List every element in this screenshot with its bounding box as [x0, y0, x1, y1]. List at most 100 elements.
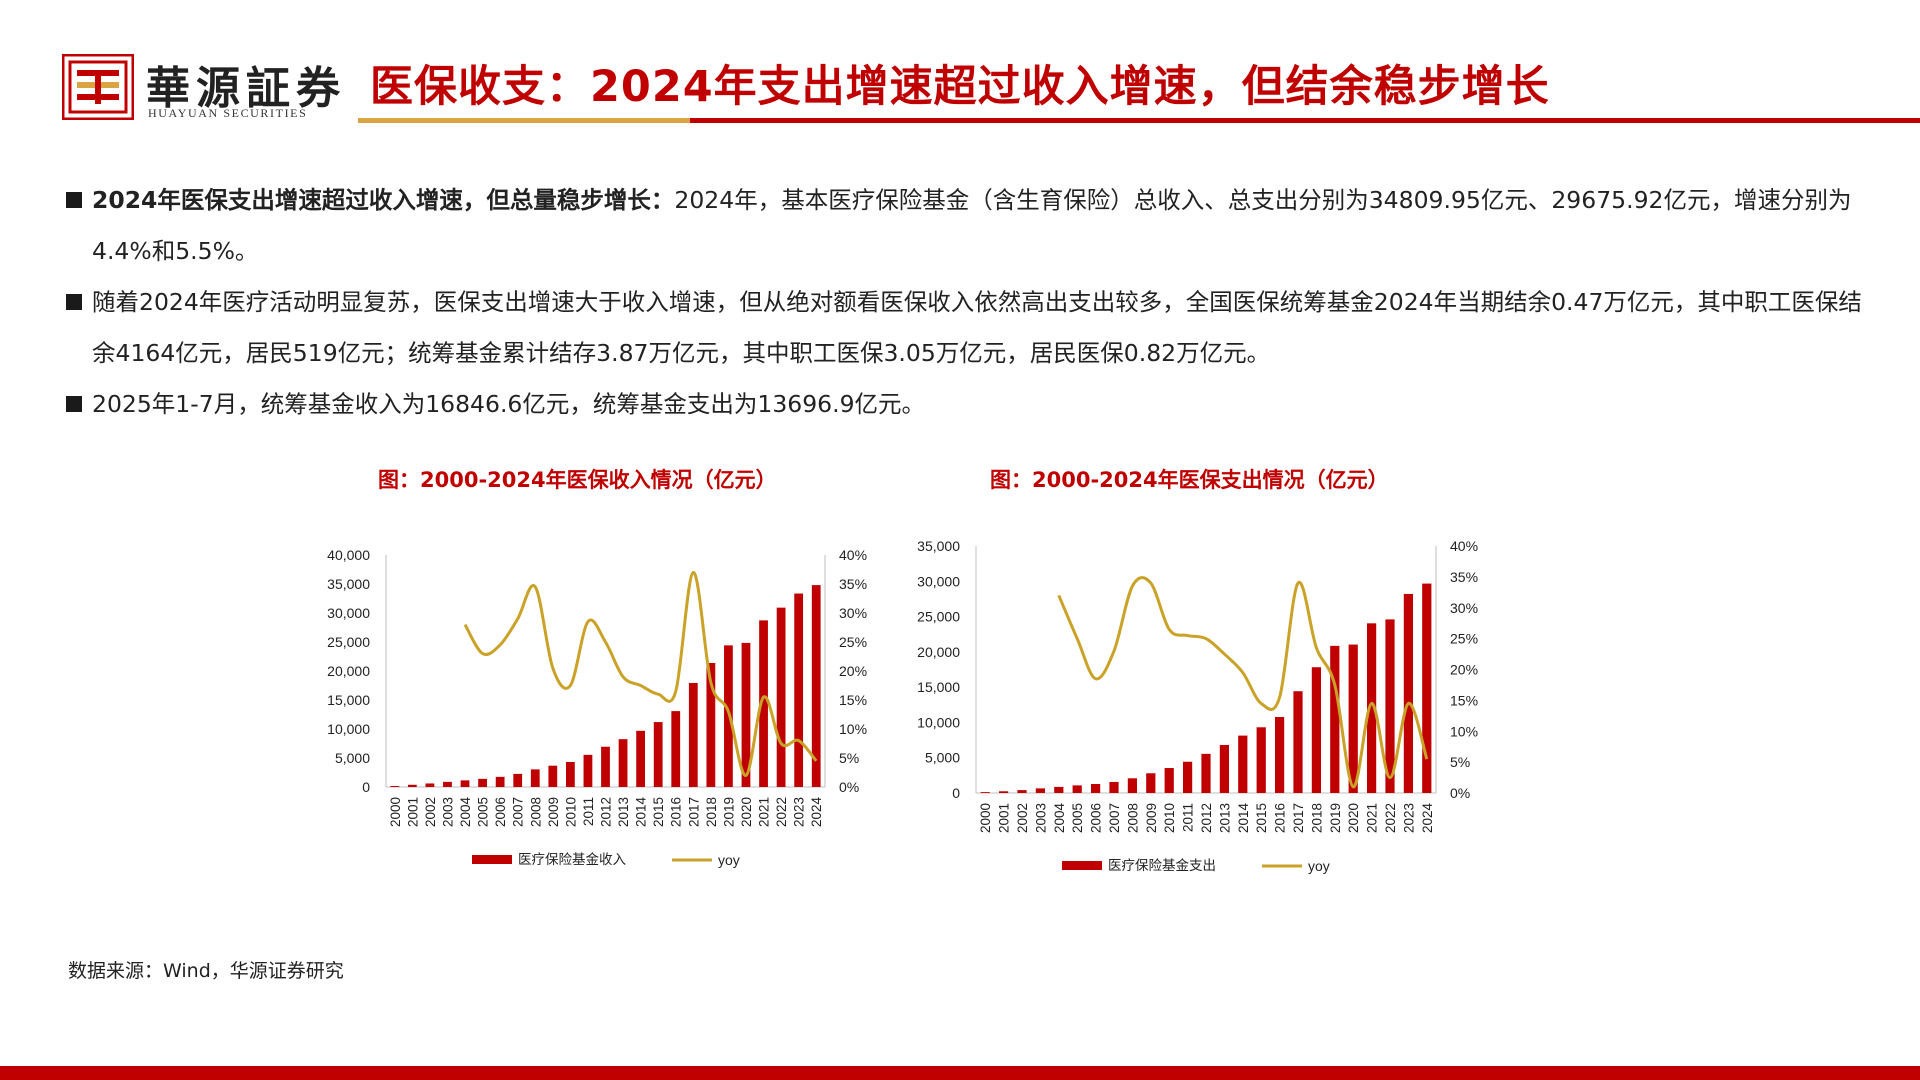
x-tick-label: 2015 — [651, 797, 666, 827]
page-title: 医保收支：2024年支出增速超过收入增速，但结余稳步增长 — [370, 62, 1550, 112]
bar — [583, 754, 593, 787]
bar — [601, 746, 610, 787]
bar — [548, 765, 558, 787]
bar — [513, 773, 523, 787]
bar — [478, 778, 487, 787]
legend-bar-label: 医疗保险基金支出 — [1108, 857, 1216, 873]
x-tick-label: 2015 — [1254, 803, 1269, 833]
x-tick-label: 2003 — [1033, 803, 1048, 833]
legend-bar-label: 医疗保险基金收入 — [518, 851, 626, 867]
x-tick-label: 2014 — [1236, 803, 1251, 834]
bar — [618, 739, 628, 787]
bar — [1035, 788, 1045, 793]
x-tick-label: 2019 — [721, 797, 736, 827]
x-tick-label: 2023 — [792, 797, 807, 827]
y-tick-label: 5,000 — [925, 750, 960, 766]
bar — [1017, 790, 1027, 793]
x-tick-label: 2013 — [616, 797, 631, 827]
bar — [1091, 783, 1101, 793]
bar — [565, 762, 575, 787]
chart-title-expense: 图：2000-2024年医保支出情况（亿元） — [990, 468, 1389, 492]
bar — [1403, 593, 1413, 793]
y2-tick-label: 0% — [839, 779, 859, 795]
x-tick-label: 2009 — [546, 797, 561, 827]
y2-tick-label: 5% — [1450, 754, 1470, 770]
y-tick-label: 40,000 — [327, 547, 370, 563]
bar — [460, 780, 470, 787]
x-tick-label: 2022 — [774, 797, 789, 827]
bar — [425, 783, 435, 787]
x-tick-label: 2002 — [423, 797, 438, 827]
y2-tick-label: 30% — [1450, 600, 1478, 616]
x-tick-label: 2009 — [1144, 803, 1159, 833]
y2-tick-label: 0% — [1450, 785, 1470, 801]
x-tick-label: 2016 — [1273, 803, 1288, 833]
y-tick-label: 25,000 — [917, 609, 960, 625]
bar — [1275, 717, 1285, 793]
x-tick-label: 2017 — [686, 797, 701, 827]
x-tick-label: 2002 — [1015, 803, 1030, 833]
bullet-square-icon — [66, 192, 82, 208]
y-tick-label: 15,000 — [917, 679, 960, 695]
x-tick-label: 2014 — [634, 797, 649, 828]
x-tick-label: 2003 — [440, 797, 455, 827]
x-tick-label: 2019 — [1328, 803, 1343, 833]
bar — [1238, 735, 1248, 793]
x-tick-label: 2017 — [1291, 803, 1306, 833]
y-tick-label: 30,000 — [327, 605, 370, 621]
x-tick-label: 2000 — [978, 803, 993, 833]
y2-tick-label: 40% — [839, 547, 867, 563]
bar — [1293, 691, 1303, 793]
bar — [1385, 619, 1395, 793]
bar — [1422, 583, 1432, 793]
y2-tick-label: 40% — [1450, 538, 1478, 554]
y2-tick-label: 25% — [1450, 631, 1478, 647]
bar — [495, 776, 505, 787]
header-rule-red — [690, 118, 1920, 123]
x-tick-label: 2018 — [704, 797, 719, 827]
x-tick-label: 2024 — [1420, 803, 1435, 834]
x-tick-label: 2013 — [1217, 803, 1232, 833]
bar — [741, 642, 751, 787]
bar — [671, 711, 681, 787]
bar — [759, 620, 768, 787]
x-tick-label: 2010 — [1162, 803, 1177, 833]
company-logo — [62, 54, 134, 120]
x-tick-label: 2004 — [1052, 803, 1067, 834]
bullet-lead: 2024年医保支出增速超过收入增速，但总量稳步增长： — [92, 186, 675, 214]
x-tick-label: 2006 — [1089, 803, 1104, 833]
x-tick-label: 2004 — [458, 797, 473, 828]
data-source-note: 数据来源：Wind，华源证券研究 — [68, 960, 344, 982]
bar — [443, 781, 452, 787]
bullet-item: 随着2024年医疗活动明显复苏，医保支出增速大于收入增速，但从绝对额看医保收入依… — [66, 277, 1866, 379]
x-tick-label: 2016 — [669, 797, 684, 827]
y-tick-label: 20,000 — [917, 644, 960, 660]
bar — [706, 662, 716, 787]
bar — [1348, 644, 1358, 793]
bar — [688, 682, 698, 787]
bullet-square-icon — [66, 294, 82, 310]
y2-tick-label: 10% — [839, 721, 867, 737]
bar — [999, 791, 1009, 793]
bullet-list: 2024年医保支出增速超过收入增速，但总量稳步增长：2024年，基本医疗保险基金… — [66, 175, 1866, 430]
x-tick-label: 2006 — [493, 797, 508, 827]
yoy-line — [1057, 576, 1429, 789]
x-tick-label: 2018 — [1309, 803, 1324, 833]
bullet-item: 2025年1-7月，统筹基金收入为16846.6亿元，统筹基金支出为13696.… — [66, 379, 1866, 430]
x-tick-label: 2001 — [997, 803, 1012, 833]
x-tick-label: 2022 — [1383, 803, 1398, 833]
brand-name-cn: 華源証券 — [146, 63, 346, 114]
y-tick-label: 35,000 — [327, 576, 370, 592]
x-tick-label: 2001 — [405, 797, 420, 827]
y-tick-label: 10,000 — [327, 721, 370, 737]
x-tick-label: 2024 — [809, 797, 824, 828]
x-tick-label: 2021 — [1365, 803, 1380, 833]
y2-tick-label: 30% — [839, 605, 867, 621]
y2-tick-label: 25% — [839, 634, 867, 650]
y2-tick-label: 15% — [839, 692, 867, 708]
bar — [811, 585, 821, 787]
legend-bar-swatch — [1062, 861, 1102, 870]
y2-tick-label: 5% — [839, 750, 859, 766]
y2-tick-label: 20% — [1450, 662, 1478, 678]
